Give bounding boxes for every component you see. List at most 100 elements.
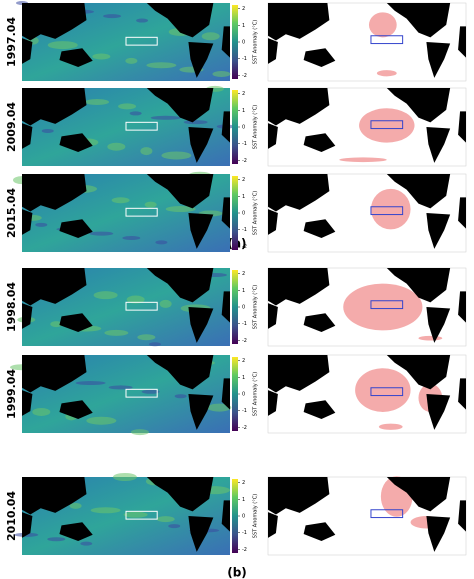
anomaly-patch [168, 524, 181, 529]
anomaly-patch [126, 295, 145, 304]
landmass [268, 355, 330, 393]
anomaly-patch [137, 334, 156, 341]
anomaly-patch [183, 120, 208, 125]
map-row: 2010.04 -2 -1 0 1 2 SST Anomaly (°C) [5, 473, 467, 556]
map-row: 1997.04 -2 -1 0 1 2 SST Anomaly (°C) [5, 1, 467, 82]
landmass [22, 355, 87, 393]
colorbar-tick-label: 1 [242, 375, 245, 381]
colorbar-label: SST Anomaly (°C) [253, 285, 259, 329]
landmass [188, 213, 214, 249]
landmass [426, 307, 451, 343]
anomaly-patch [41, 128, 54, 133]
colorbar [232, 270, 238, 344]
landmass [426, 516, 451, 552]
anomaly-patch [103, 14, 122, 19]
landmass [303, 400, 336, 419]
colorbar-tick-label: -2 [242, 244, 247, 250]
anomaly-patch [108, 385, 133, 390]
landmass [22, 174, 87, 212]
anomaly-patch [130, 429, 149, 436]
landmass [426, 213, 451, 249]
colorbar-tick-label: 0 [242, 514, 245, 520]
anomaly-patch [123, 511, 148, 518]
colorbar [232, 90, 238, 164]
landmass [146, 88, 214, 123]
landmass [221, 500, 230, 532]
colorbar-tick-label: -1 [242, 530, 247, 536]
anomaly-patch [104, 329, 129, 336]
colorbar-tick-label: 1 [242, 194, 245, 200]
map-row: 2009.04 -2 -1 0 1 2 SST Anomaly (°C) [5, 85, 467, 167]
anomaly-patch [129, 111, 142, 116]
landmass [386, 477, 451, 512]
anomaly-patch [86, 416, 117, 425]
colorbar-tick-label: 2 [242, 358, 245, 364]
landmass [221, 111, 230, 143]
significant-region [376, 70, 397, 77]
landmass [221, 378, 230, 410]
landmass [146, 355, 214, 390]
anomaly-patch [125, 57, 138, 64]
landmass [386, 88, 451, 123]
landmass [386, 355, 451, 390]
landmass [22, 512, 33, 538]
anomaly-patch [156, 516, 175, 523]
colorbar-tick-label: 2 [242, 91, 245, 97]
anomaly-patch [159, 299, 172, 308]
nino-box [125, 121, 158, 131]
row-label: 1999.04 [5, 369, 18, 419]
colorbar-tick-label: 0 [242, 305, 245, 311]
colorbar-tick-label: 2 [242, 480, 245, 486]
nino-box [370, 387, 404, 397]
anomaly-patch [85, 99, 110, 106]
landmass [268, 390, 278, 416]
landmass [303, 522, 336, 541]
nino-box [370, 509, 404, 519]
landmass [146, 174, 214, 209]
landmass [22, 268, 87, 306]
nino-box [125, 301, 158, 311]
colorbar-label: SST Anomaly (°C) [253, 372, 259, 416]
colorbar-label: SST Anomaly (°C) [253, 105, 259, 149]
landmass [426, 127, 451, 163]
significant-region [339, 157, 387, 163]
colorbar-tick-label: 2 [242, 271, 245, 277]
colorbar-tick-label: -2 [242, 547, 247, 553]
colorbar-tick-label: 1 [242, 23, 245, 29]
anomaly-patch [155, 240, 168, 245]
landmass [268, 38, 278, 64]
map-row: 2015.04 -2 -1 0 1 2 SST Anomaly (°C) [5, 171, 467, 253]
landmass [22, 3, 87, 41]
map-row: 1998.04 -2 -1 0 1 2 SST Anomaly (°C) [5, 267, 467, 347]
significant-region [378, 423, 403, 430]
anomaly-patch [150, 115, 181, 120]
anomaly-patch [165, 206, 196, 213]
landmass [146, 268, 214, 303]
landmass [22, 88, 87, 126]
landmass [303, 219, 336, 238]
anomaly-patch [174, 394, 187, 399]
landmass [458, 197, 466, 229]
landmass [303, 133, 336, 152]
landmass [268, 512, 278, 538]
landmass [22, 123, 33, 149]
anomaly-patch [93, 291, 118, 300]
anomaly-patch [212, 70, 231, 77]
anomaly-patch [112, 473, 137, 481]
anomaly-patch [75, 381, 106, 386]
landmass [22, 477, 87, 515]
colorbar-tick-label: -2 [242, 425, 247, 431]
row-label: 2010.04 [5, 491, 18, 541]
colorbar-tick-label: -1 [242, 408, 247, 414]
anomaly-patch [32, 407, 51, 416]
landmass [268, 268, 330, 306]
anomaly-patch [50, 321, 63, 328]
colorbar-tick-label: 1 [242, 108, 245, 114]
anomaly-patch [161, 151, 192, 160]
anomaly-patch [47, 537, 66, 542]
significant-region [370, 188, 411, 230]
landmass [268, 174, 330, 212]
landmass [268, 477, 330, 515]
anomaly-patch [111, 197, 130, 204]
